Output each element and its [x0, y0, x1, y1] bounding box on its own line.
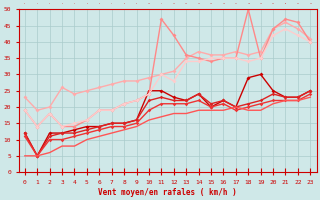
X-axis label: Vent moyen/en rafales ( km/h ): Vent moyen/en rafales ( km/h ) [98, 188, 237, 197]
